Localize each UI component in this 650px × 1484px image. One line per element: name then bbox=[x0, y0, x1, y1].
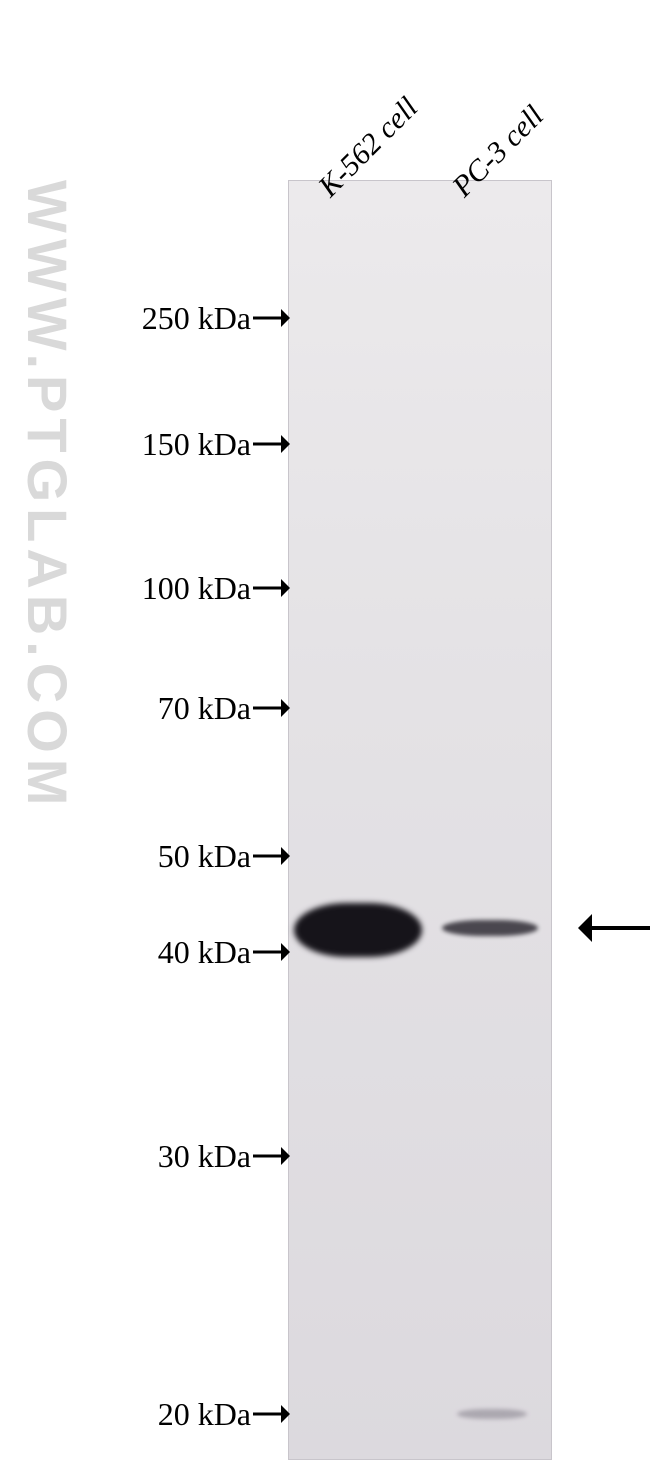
marker-row-7: 20 kDa bbox=[0, 1398, 292, 1430]
marker-label: 20 kDa bbox=[158, 1396, 251, 1433]
marker-arrow-icon bbox=[253, 941, 292, 963]
marker-row-0: 250 kDa bbox=[0, 302, 292, 334]
marker-label: 30 kDa bbox=[158, 1138, 251, 1175]
marker-arrow-icon bbox=[253, 845, 292, 867]
marker-label: 70 kDa bbox=[158, 690, 251, 727]
k562-band bbox=[294, 903, 422, 957]
marker-arrow-icon bbox=[253, 1403, 292, 1425]
marker-row-3: 70 kDa bbox=[0, 692, 292, 724]
marker-label: 50 kDa bbox=[158, 838, 251, 875]
marker-row-1: 150 kDa bbox=[0, 428, 292, 460]
marker-row-4: 50 kDa bbox=[0, 840, 292, 872]
marker-arrow-icon bbox=[253, 697, 292, 719]
marker-arrow-icon bbox=[253, 433, 292, 455]
indicator-arrow-icon bbox=[578, 914, 650, 942]
marker-label: 40 kDa bbox=[158, 934, 251, 971]
pc3-band bbox=[442, 920, 538, 936]
marker-arrow-icon bbox=[253, 577, 292, 599]
marker-row-5: 40 kDa bbox=[0, 936, 292, 968]
marker-label: 150 kDa bbox=[142, 426, 251, 463]
marker-label: 100 kDa bbox=[142, 570, 251, 607]
marker-arrow-icon bbox=[253, 1145, 292, 1167]
marker-arrow-icon bbox=[253, 307, 292, 329]
western-blot-figure: WWW.PTGLAB.COM K-562 cellPC-3 cell 250 k… bbox=[0, 0, 650, 1484]
marker-row-2: 100 kDa bbox=[0, 572, 292, 604]
marker-row-6: 30 kDa bbox=[0, 1140, 292, 1172]
band-indicator-arrow bbox=[578, 914, 650, 942]
marker-label: 250 kDa bbox=[142, 300, 251, 337]
blot-membrane bbox=[288, 180, 552, 1460]
pc3-faint-20kda bbox=[457, 1409, 527, 1419]
